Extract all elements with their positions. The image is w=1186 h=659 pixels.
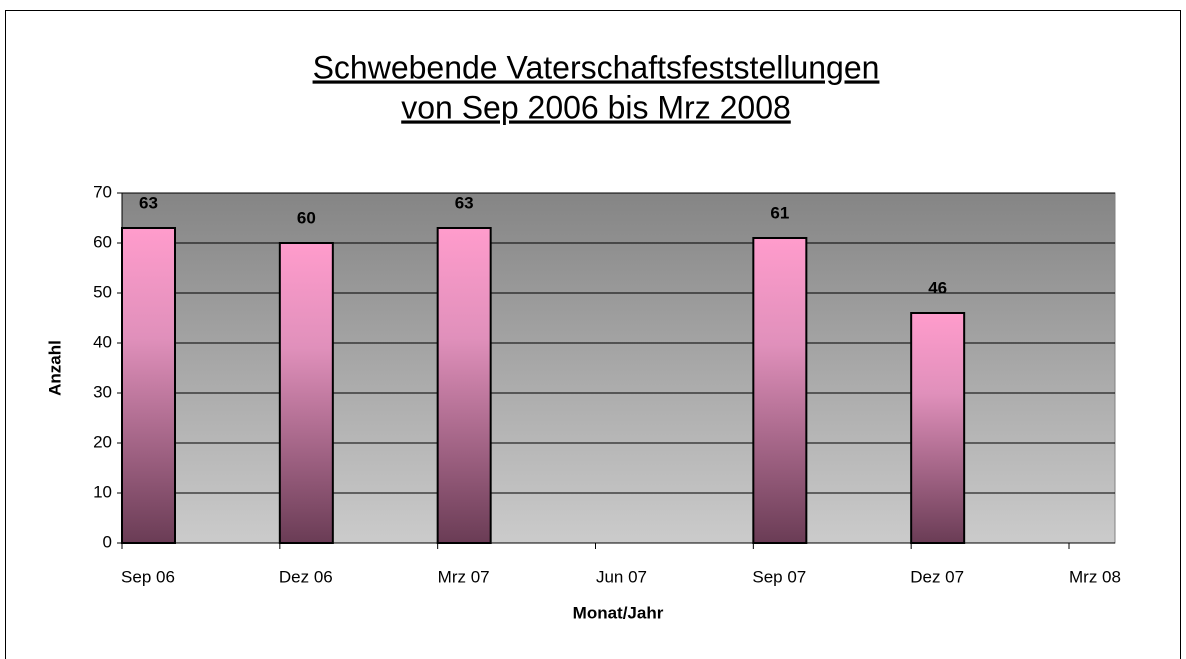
value-label: 63 xyxy=(455,193,474,212)
value-label: 60 xyxy=(297,208,316,227)
bar xyxy=(436,227,492,544)
y-tick-label: 60 xyxy=(93,232,112,251)
y-tick-label: 40 xyxy=(93,332,112,351)
chart-subtitle: von Sep 2006 bis Mrz 2008 xyxy=(401,89,791,125)
value-label: 61 xyxy=(770,203,789,222)
y-tick-label: 50 xyxy=(93,282,112,301)
y-tick-label: 20 xyxy=(93,432,112,451)
y-tick-label: 70 xyxy=(93,182,112,201)
y-axis-title: Anzahl xyxy=(45,340,64,396)
x-tick-label: Dez 06 xyxy=(279,567,333,586)
x-tick-label: Dez 07 xyxy=(910,567,964,586)
chart-title: Schwebende Vaterschaftsfeststellungen xyxy=(313,49,880,85)
y-tick-label: 10 xyxy=(93,482,112,501)
value-label: 46 xyxy=(928,278,947,297)
x-axis-title: Monat/Jahr xyxy=(573,603,664,622)
x-tick-label: Mrz 08 xyxy=(1069,567,1121,586)
x-tick-label: Jun 07 xyxy=(596,567,647,586)
x-tick-label: Mrz 07 xyxy=(438,567,490,586)
x-tick-label: Sep 06 xyxy=(121,567,175,586)
plot-area xyxy=(121,192,1116,544)
chart-border xyxy=(5,10,1181,659)
y-tick-label: 30 xyxy=(93,382,112,401)
x-tick-label: Sep 07 xyxy=(752,567,806,586)
bar xyxy=(278,242,334,544)
bar xyxy=(752,237,808,544)
y-tick-label: 0 xyxy=(103,532,112,551)
bar xyxy=(910,312,966,544)
bar xyxy=(121,227,176,544)
value-label: 63 xyxy=(139,193,158,212)
